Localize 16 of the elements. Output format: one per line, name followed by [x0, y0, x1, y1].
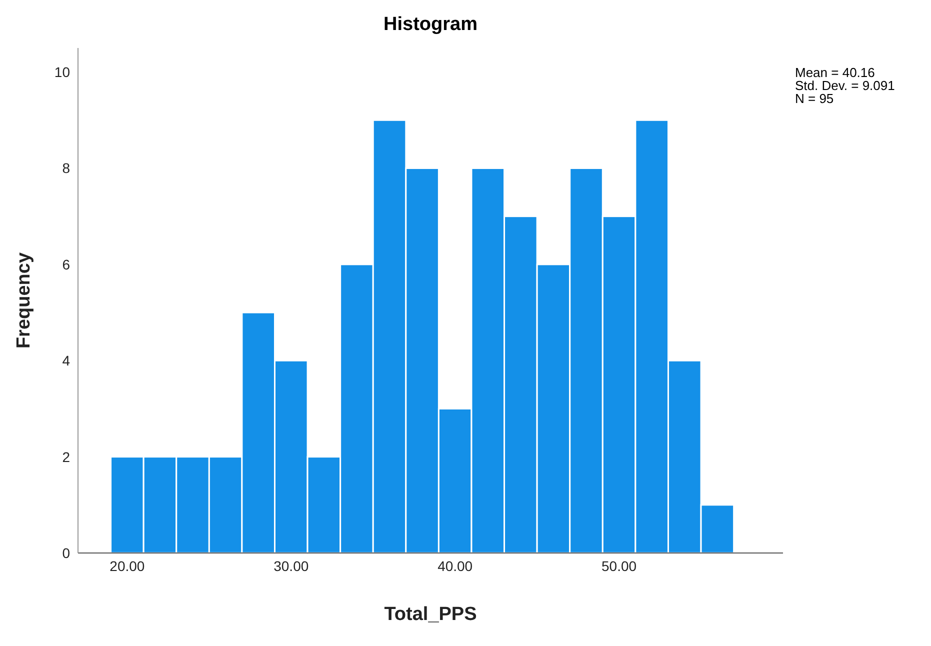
- chart-title: Histogram: [382, 14, 478, 36]
- y-tick-label: 6: [62, 256, 70, 272]
- y-tick-label: 10: [54, 64, 70, 80]
- text: N = 95: [795, 91, 835, 106]
- x-tick-label: 30.00: [274, 558, 309, 574]
- text: Mean = 40.16: [795, 65, 876, 80]
- y-tick-label: 0: [62, 544, 70, 561]
- x-tick-label: 50.00: [602, 558, 637, 574]
- y-tick-label: 4: [62, 352, 70, 369]
- y-tick-label: 8: [62, 160, 70, 176]
- y-tick-label: 2: [62, 448, 70, 465]
- y-axis-title: Frequency: [14, 252, 35, 349]
- x-axis-title: Total_PPS: [384, 604, 477, 625]
- text: Std. Dev. = 9.091: [795, 78, 895, 93]
- x-tick-label: 40.00: [438, 558, 473, 574]
- x-tick-label: 20.00: [110, 558, 145, 574]
